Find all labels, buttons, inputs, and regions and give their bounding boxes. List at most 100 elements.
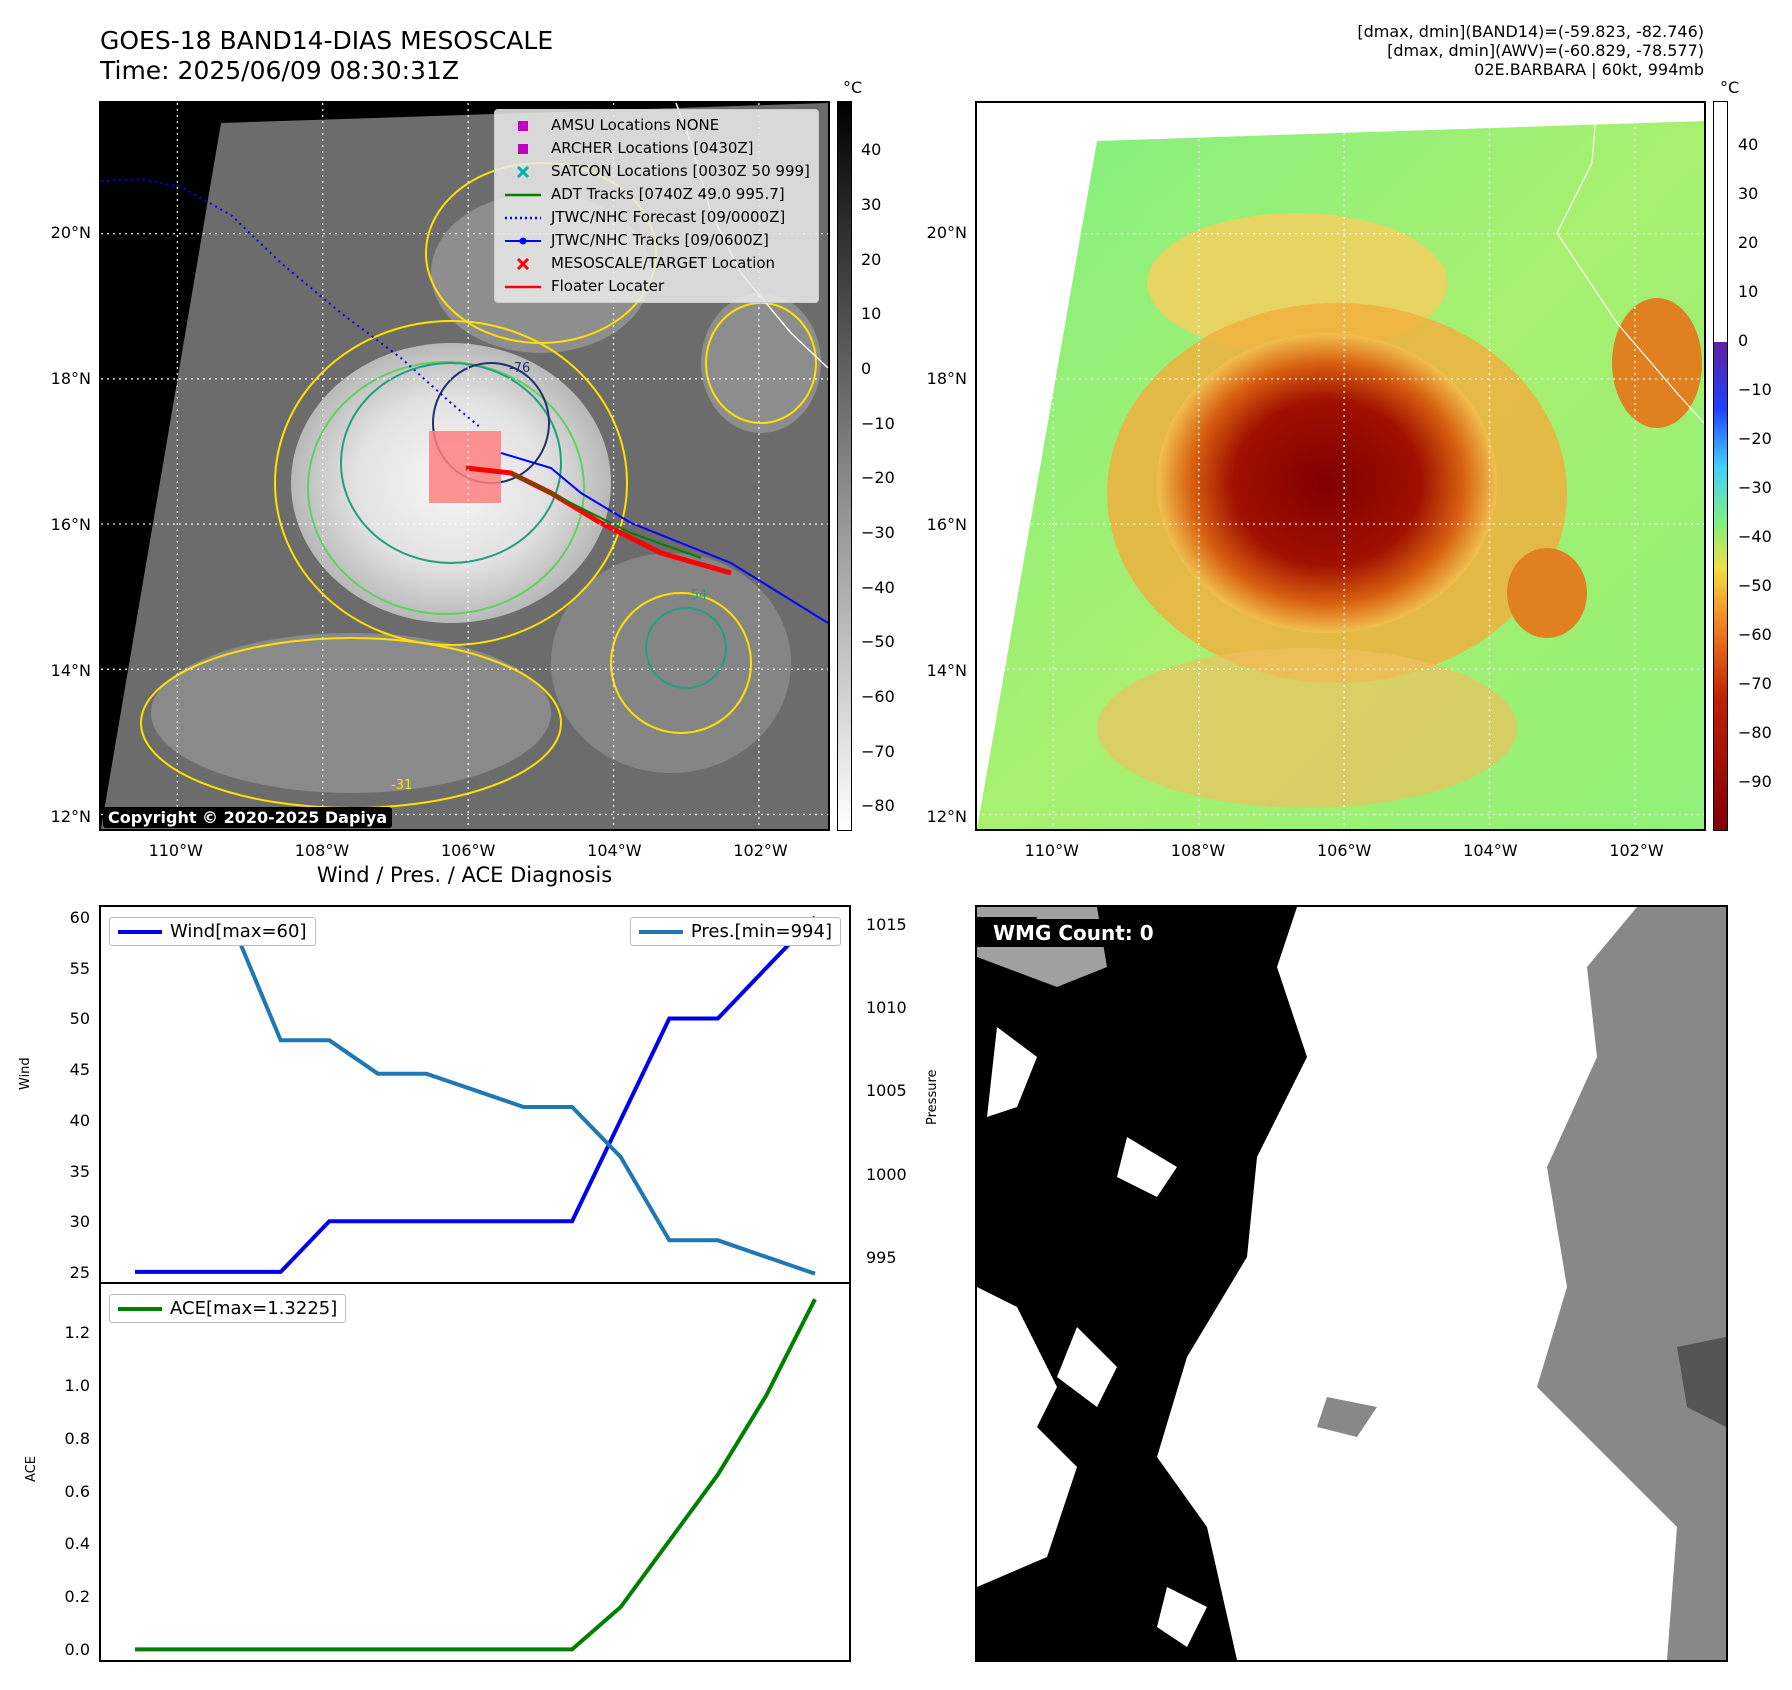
contour-label-3: -31 [391, 778, 413, 793]
cbar-tick: −50 [1738, 576, 1772, 596]
y-tick: 1.2 [64, 1322, 90, 1342]
pres-legend: Pres.[min=994] [629, 917, 841, 946]
lon-label: 106°W [1316, 841, 1372, 860]
lon-label: 104°W [587, 841, 642, 860]
cbar-left [837, 101, 852, 831]
cbar-tick: 0 [861, 358, 872, 378]
map-legend: AMSU Locations NONE ARCHER Locations [043… [494, 109, 819, 303]
legend-symbol [503, 164, 543, 180]
legend-label: JTWC/NHC Forecast [09/0000Z] [551, 208, 786, 226]
awv-map-panel [975, 101, 1706, 831]
title-line-1: GOES-18 BAND14-DIAS MESOSCALE [100, 26, 554, 55]
y-tick: 1.0 [64, 1375, 90, 1395]
series-line [135, 921, 816, 1276]
cbar-tick: −70 [861, 741, 895, 761]
cbar-tick: −70 [1738, 674, 1772, 694]
legend-label: ARCHER Locations [0430Z] [551, 139, 754, 157]
legend-label: JTWC/NHC Tracks [09/0600Z] [551, 231, 769, 249]
lon-label: 110°W [1024, 841, 1079, 860]
ace-legend-swatch [118, 1306, 162, 1311]
legend-label: MESOSCALE/TARGET Location [551, 254, 776, 272]
lon-label: 110°W [148, 841, 203, 860]
lat-label: 16°N [926, 515, 967, 535]
cbar-tick: 40 [861, 140, 882, 160]
y-tick: 45 [69, 1060, 90, 1080]
legend-row: JTWC/NHC Forecast [09/0000Z] [503, 206, 810, 229]
lat-label: 20°N [926, 223, 967, 243]
cbar-tick: −80 [861, 796, 895, 816]
cbar-tick: −60 [861, 687, 895, 707]
lon-label: 102°W [733, 841, 788, 860]
y-tick: 1015 [866, 914, 907, 934]
lat-label: 18°N [926, 369, 967, 389]
cbar-tick: −40 [1738, 527, 1772, 547]
legend-symbol [503, 187, 543, 203]
legend-row: JTWC/NHC Tracks [09/0600Z] [503, 229, 810, 252]
legend-symbol [503, 210, 543, 226]
cbar-tick: −50 [861, 632, 895, 652]
wind-pres-panel: Wind[max=60] Pres.[min=994] [99, 905, 851, 1284]
wmg-panel: WMG Count: 0 [975, 905, 1728, 1662]
lat-label: 18°N [50, 369, 91, 389]
series-line [135, 915, 817, 1274]
wind-ylabel: Wind [18, 1057, 33, 1090]
y-tick: 1010 [866, 998, 907, 1017]
diag-title: Wind / Pres. / ACE Diagnosis [316, 863, 613, 887]
wind-legend-swatch [118, 929, 162, 934]
y-tick: 995 [866, 1248, 897, 1267]
y-tick: 50 [69, 1009, 90, 1029]
pres-legend-swatch [638, 929, 683, 934]
info-line-2: [dmax, dmin](AWV)=(-60.829, -78.577) [1387, 41, 1704, 60]
series-line [135, 1298, 817, 1652]
cbar-tick: 30 [861, 194, 882, 214]
cbar-tick: −10 [1738, 380, 1772, 400]
lon-label: 104°W [1463, 841, 1518, 860]
cbar-tick: −20 [1738, 429, 1772, 449]
pres-legend-label: Pres.[min=994] [690, 921, 832, 942]
cbar-tick: −40 [861, 577, 895, 597]
wind-legend: Wind[max=60] [109, 917, 316, 946]
lat-label: 14°N [50, 661, 91, 681]
legend-row: AMSU Locations NONE [503, 114, 810, 137]
ace-plot [135, 1298, 817, 1652]
y-tick: 25 [69, 1262, 90, 1282]
lat-label: 20°N [50, 223, 91, 243]
ace-legend-label: ACE[max=1.3225] [170, 1298, 338, 1319]
cbar-tick: 20 [861, 249, 882, 269]
y-tick: 0.0 [64, 1640, 90, 1660]
lon-label: 106°W [440, 841, 496, 860]
legend-row: ARCHER Locations [0430Z] [503, 137, 810, 160]
y-tick: 0.2 [64, 1587, 90, 1607]
legend-symbol [503, 141, 543, 157]
wmg-mask [977, 907, 1726, 1660]
ir-map-panel: -76 -54 -31 AMSU Locations NONE ARCHER Lo… [99, 101, 830, 831]
lon-label: 108°W [294, 841, 350, 860]
lon-label: 108°W [1170, 841, 1226, 860]
cbar-tick: −30 [861, 522, 895, 542]
pres-ylabel: Pressure [925, 1069, 940, 1125]
info-line-1: [dmax, dmin](BAND14)=(-59.823, -82.746) [1357, 22, 1704, 41]
y-tick: 1000 [866, 1164, 907, 1184]
y-tick: 60 [69, 908, 90, 928]
y-tick: 35 [69, 1161, 90, 1181]
legend-label: Floater Locater [551, 277, 665, 295]
y-tick: 1005 [866, 1081, 907, 1101]
legend-symbol [503, 233, 543, 249]
cbar-tick: −10 [861, 413, 895, 433]
ace-ylabel: ACE [24, 1456, 39, 1482]
title-line-2: Time: 2025/06/09 08:30:31Z [100, 56, 459, 85]
legend-label: SATCON Locations [0030Z 50 999] [551, 162, 810, 180]
cbar-left-unit: °C [843, 78, 863, 97]
y-tick: 0.6 [64, 1481, 90, 1501]
cbar-tick: 10 [861, 304, 882, 324]
legend-row: SATCON Locations [0030Z 50 999] [503, 160, 810, 183]
cbar-tick: 40 [1738, 135, 1759, 155]
legend-label: AMSU Locations NONE [551, 116, 720, 134]
y-tick: 0.8 [64, 1428, 90, 1448]
y-tick: 55 [69, 958, 90, 978]
lon-label: 102°W [1609, 841, 1664, 860]
wind-pres-plot [135, 915, 817, 1276]
cbar-tick: 0 [1738, 331, 1749, 351]
legend-symbol [503, 279, 543, 295]
cbar-right-unit: °C [1720, 78, 1740, 97]
